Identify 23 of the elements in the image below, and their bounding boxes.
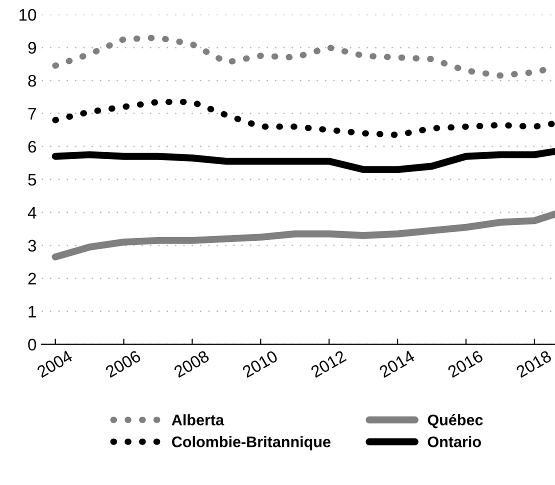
y-tick-label: 8 (28, 74, 36, 87)
x-tick-label: 2010 (242, 350, 278, 378)
y-tick-label: 6 (28, 140, 36, 153)
y-tick-label: 10 (20, 8, 36, 21)
y-tick-label: 4 (28, 207, 36, 218)
legend-label: Québec (428, 414, 483, 428)
legend-label: Alberta (172, 414, 224, 426)
y-tick-label: 5 (28, 174, 36, 186)
y-tick-label: 9 (28, 42, 36, 54)
x-tick-label: 2018 (515, 350, 552, 378)
y-tick-label: 2 (28, 272, 36, 284)
x-tick-label: 2012 (310, 350, 347, 378)
y-tick-label: 0 (28, 338, 36, 351)
x-tick-label: 2016 (447, 350, 484, 378)
x-tick-label: 2004 (36, 350, 74, 378)
legend-label: Ontario (428, 436, 481, 448)
x-tick-label: 2014 (378, 350, 416, 378)
x-tick-label: 2008 (173, 350, 210, 378)
y-tick-label: 1 (28, 306, 36, 318)
y-tick-label: 7 (28, 108, 36, 120)
legend-label: Colombie-Britannique (172, 436, 330, 450)
y-tick-label: 3 (28, 240, 36, 252)
x-tick-label: 2006 (104, 350, 142, 378)
